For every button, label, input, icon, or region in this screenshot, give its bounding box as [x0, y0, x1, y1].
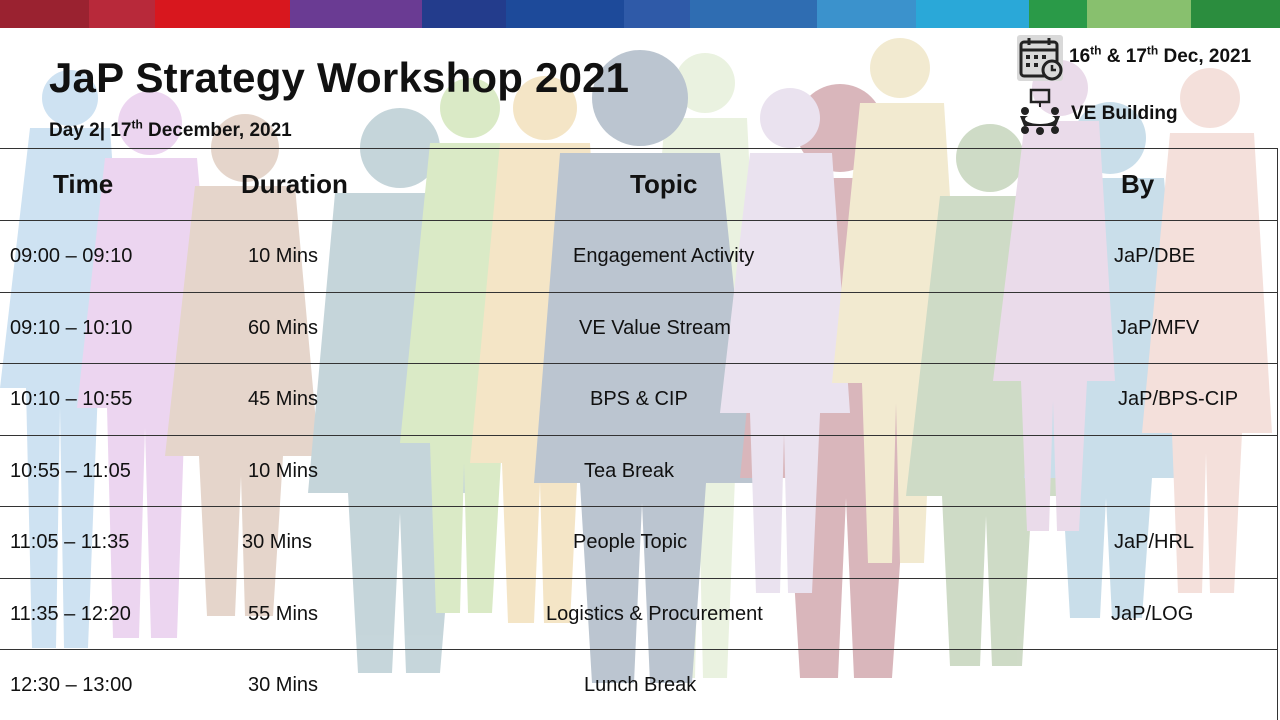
day-number: 17 — [110, 120, 132, 141]
band-segment — [89, 0, 156, 28]
silhouette — [1142, 68, 1272, 593]
band-segment — [421, 0, 507, 28]
time-cell: 09:10 – 10:10 — [10, 316, 133, 339]
band-segment — [1087, 0, 1191, 28]
table-row: 09:00 – 09:10 10 Mins Engagement Activit… — [0, 221, 1278, 293]
table-row: 10:10 – 10:55 45 Mins BPS & CIP JaP/BPS-… — [0, 364, 1278, 436]
day-label: Day 2| — [49, 120, 106, 141]
header-topic: Topic — [630, 169, 698, 199]
event-venue: VE Building — [1071, 103, 1178, 124]
date-second: & 17 — [1101, 46, 1147, 67]
top-color-band — [0, 0, 1280, 28]
header-by: By — [1121, 169, 1155, 199]
date-second-suffix: th — [1146, 43, 1159, 58]
duration-cell: 60 Mins — [248, 316, 319, 339]
table-row: 12:30 – 13:00 30 Mins Lunch Break — [0, 650, 1278, 720]
topic-cell: BPS & CIP — [590, 388, 688, 410]
by-cell: JaP/DBE — [1114, 245, 1196, 267]
band-segment — [289, 0, 422, 28]
calendar-clock-icon — [1017, 35, 1063, 81]
schedule-table: Time Duration Topic By 09:00 – 09:10 10 … — [0, 148, 1278, 720]
time-cell: 12:30 – 13:00 — [10, 674, 133, 696]
table-row: 09:10 – 10:10 60 Mins VE Value Stream Ja… — [0, 293, 1278, 364]
background-silhouettes — [0, 38, 1272, 683]
time-cell: 10:10 – 10:55 — [10, 388, 133, 410]
by-cell: JaP/LOG — [1111, 602, 1194, 625]
topic-cell: Tea Break — [584, 459, 675, 482]
duration-cell: 30 Mins — [248, 674, 319, 696]
time-cell: 09:00 – 09:10 — [10, 245, 133, 267]
silhouette — [832, 38, 962, 563]
by-cell: JaP/MFV — [1117, 316, 1200, 339]
duration-cell: 45 Mins — [248, 388, 319, 410]
page-title: JaP Strategy Workshop 2021 — [49, 54, 630, 101]
silhouette — [740, 84, 950, 678]
silhouette — [0, 70, 128, 648]
time-cell: 11:05 – 11:35 — [10, 531, 130, 553]
header-time: Time — [53, 169, 114, 199]
event-dates: 16th & 17th Dec, 2021 — [1069, 43, 1252, 68]
topic-cell: Engagement Activity — [573, 245, 755, 267]
date-month-year: Dec, 2021 — [1158, 46, 1252, 67]
duration-cell: 10 Mins — [248, 245, 319, 267]
band-segment — [623, 0, 690, 28]
table-row: 10:55 – 11:05 10 Mins Tea Break — [0, 436, 1278, 507]
day-month-year: December, 2021 — [142, 120, 292, 141]
header-duration: Duration — [241, 169, 348, 199]
date-first-suffix: th — [1090, 43, 1102, 58]
silhouette — [400, 78, 532, 613]
band-segment — [689, 0, 817, 28]
silhouette — [77, 91, 219, 638]
silhouette — [635, 53, 765, 678]
time-cell: 11:35 – 12:20 — [10, 602, 131, 625]
band-segment — [1028, 0, 1088, 28]
band-segment — [1190, 0, 1280, 28]
day-suffix: th — [131, 117, 143, 132]
table-row: 11:35 – 12:20 55 Mins Logistics & Procur… — [0, 579, 1278, 650]
time-cell: 10:55 – 11:05 — [10, 459, 131, 482]
silhouette — [534, 50, 754, 683]
band-segment — [0, 0, 90, 28]
band-segment — [506, 0, 624, 28]
date-first: 16 — [1069, 46, 1091, 67]
topic-cell: VE Value Stream — [579, 316, 731, 339]
silhouette — [720, 88, 850, 593]
duration-cell: 10 Mins — [248, 459, 319, 482]
duration-cell: 30 Mins — [242, 531, 313, 553]
silhouette — [470, 76, 610, 623]
topic-cell: People Topic — [573, 531, 688, 553]
silhouette — [1024, 102, 1190, 618]
table-row: 11:05 – 11:35 30 Mins People Topic JaP/H… — [0, 507, 1278, 579]
meeting-table-icon — [1020, 88, 1060, 135]
by-cell: JaP/BPS-CIP — [1118, 388, 1239, 410]
by-cell: JaP/HRL — [1114, 531, 1195, 553]
day-subtitle: Day 2| 17th December, 2021 — [49, 117, 292, 142]
silhouette — [906, 124, 1068, 666]
band-segment — [155, 0, 290, 28]
band-segment — [915, 0, 1029, 28]
topic-cell: Lunch Break — [584, 674, 697, 696]
duration-cell: 55 Mins — [248, 602, 319, 625]
topic-cell: Logistics & Procurement — [546, 602, 763, 625]
table-header-row: Time Duration Topic By — [0, 149, 1278, 221]
band-segment — [816, 0, 916, 28]
